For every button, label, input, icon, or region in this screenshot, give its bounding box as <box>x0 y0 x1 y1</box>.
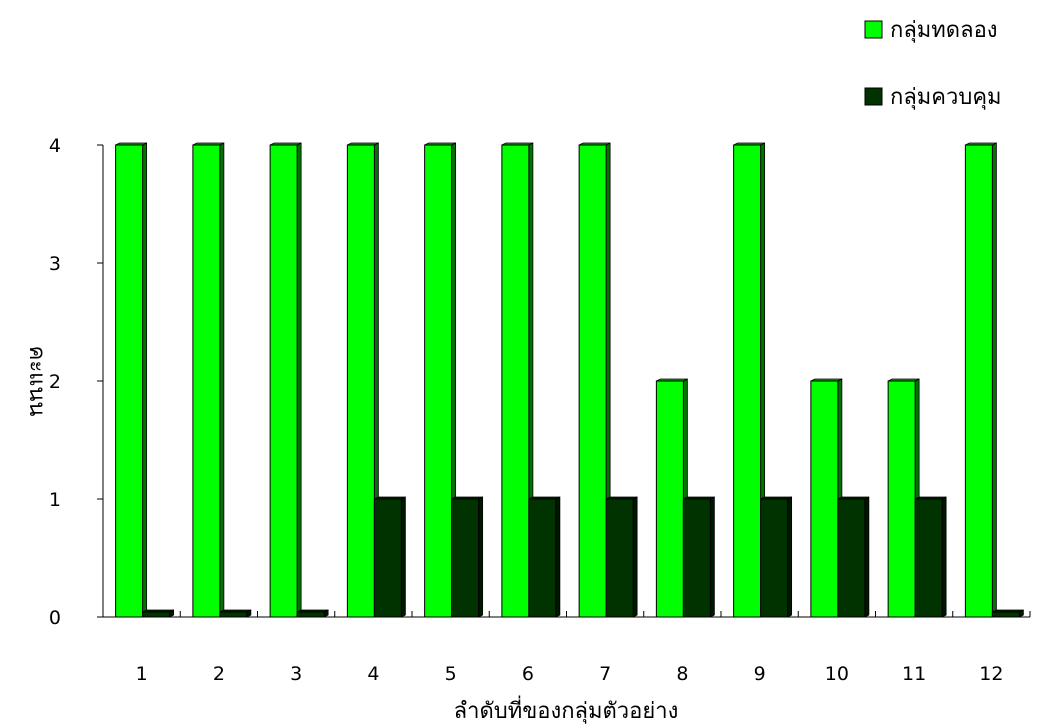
bar-control-12 <box>991 609 1024 618</box>
x-tick-label: 6 <box>522 663 534 685</box>
x-tick-label: 12 <box>979 663 1003 685</box>
bar-experimental-12 <box>964 142 997 618</box>
bar-front <box>219 611 248 618</box>
bar-experimental-11 <box>887 378 920 618</box>
bar-control-4 <box>373 496 406 618</box>
y-tick-label: 2 <box>49 371 61 393</box>
x-axis-title: ลำดับที่ของกลุ่มตัวอย่าง <box>454 695 679 724</box>
bar-front <box>655 380 684 618</box>
legend-label-experimental: กลุ่มทดลอง <box>890 18 998 43</box>
bar-side <box>787 496 793 618</box>
bar-side <box>219 142 225 618</box>
bar-front <box>887 380 916 618</box>
bar-experimental-9 <box>733 142 766 618</box>
y-tick-label: 4 <box>49 135 61 157</box>
bar-control-1 <box>142 609 175 618</box>
legend-swatch-experimental <box>864 20 883 39</box>
bar-front <box>528 498 557 618</box>
bar-front <box>733 144 762 618</box>
bar-front <box>142 611 171 618</box>
bar-side <box>478 496 484 618</box>
bar-experimental-3 <box>269 142 302 618</box>
bar-control-5 <box>451 496 484 618</box>
y-tick-label: 3 <box>49 253 61 275</box>
bar-side <box>400 496 406 618</box>
bar-side <box>864 496 870 618</box>
bar-experimental-8 <box>655 378 688 618</box>
bar-experimental-4 <box>346 142 379 618</box>
bar-front <box>605 498 634 618</box>
bar-front <box>192 144 221 618</box>
bar-front <box>451 498 480 618</box>
bar-side <box>142 142 148 618</box>
legend-swatch-control <box>864 87 883 106</box>
x-ticks-layer: 1 2 3 4 5 6 7 8 9 10 11 12 <box>102 611 1031 685</box>
bar-experimental-10 <box>810 378 843 618</box>
bar-side <box>709 496 715 618</box>
x-tick-label: 8 <box>676 663 688 685</box>
bar-front <box>501 144 530 618</box>
bar-front <box>269 144 298 618</box>
bar-side <box>555 496 561 618</box>
bar-control-10 <box>837 496 870 618</box>
bar-front <box>424 144 453 618</box>
bar-control-9 <box>760 496 793 618</box>
bar-front <box>810 380 839 618</box>
bar-side <box>941 496 947 618</box>
bar-experimental-6 <box>501 142 534 618</box>
bar-experimental-1 <box>115 142 148 618</box>
bars-layer <box>115 142 1024 618</box>
bar-control-8 <box>682 496 715 618</box>
bar-experimental-2 <box>192 142 225 618</box>
bar-front <box>578 144 607 618</box>
bar-side <box>991 142 997 618</box>
y-ticks-layer: 0 1 2 3 4 <box>49 135 103 629</box>
bar-experimental-5 <box>424 142 457 618</box>
bar-front <box>964 144 993 618</box>
bar-front <box>373 498 402 618</box>
bar-control-7 <box>605 496 638 618</box>
bar-side <box>632 496 638 618</box>
bar-front <box>991 611 1020 618</box>
y-tick-label: 1 <box>49 489 61 511</box>
x-tick-label: 4 <box>367 663 379 685</box>
bar-control-11 <box>914 496 947 618</box>
x-tick-label: 11 <box>902 663 926 685</box>
x-tick-label: 9 <box>754 663 766 685</box>
bar-front <box>115 144 144 618</box>
x-tick-label: 7 <box>599 663 611 685</box>
x-tick-label: 2 <box>213 663 225 685</box>
bar-front <box>296 611 325 618</box>
x-tick-label: 10 <box>825 663 849 685</box>
bar-control-3 <box>296 609 329 618</box>
bar-front <box>837 498 866 618</box>
bar-side <box>296 142 302 618</box>
x-tick-label: 3 <box>290 663 302 685</box>
bar-front <box>760 498 789 618</box>
legend-label-control: กลุ่มควบคุม <box>890 85 1002 110</box>
bar-front <box>682 498 711 618</box>
bar-experimental-7 <box>578 142 611 618</box>
bar-control-6 <box>528 496 561 618</box>
bar-front <box>346 144 375 618</box>
legend: กลุ่มทดลอง กลุ่มควบคุม <box>864 18 1002 110</box>
y-tick-label: 0 <box>49 607 61 629</box>
bar-control-2 <box>219 609 252 618</box>
x-tick-label: 5 <box>445 663 457 685</box>
y-axis-title: คะแนน <box>24 346 49 417</box>
bar-front <box>914 498 943 618</box>
x-tick-label: 1 <box>136 663 148 685</box>
